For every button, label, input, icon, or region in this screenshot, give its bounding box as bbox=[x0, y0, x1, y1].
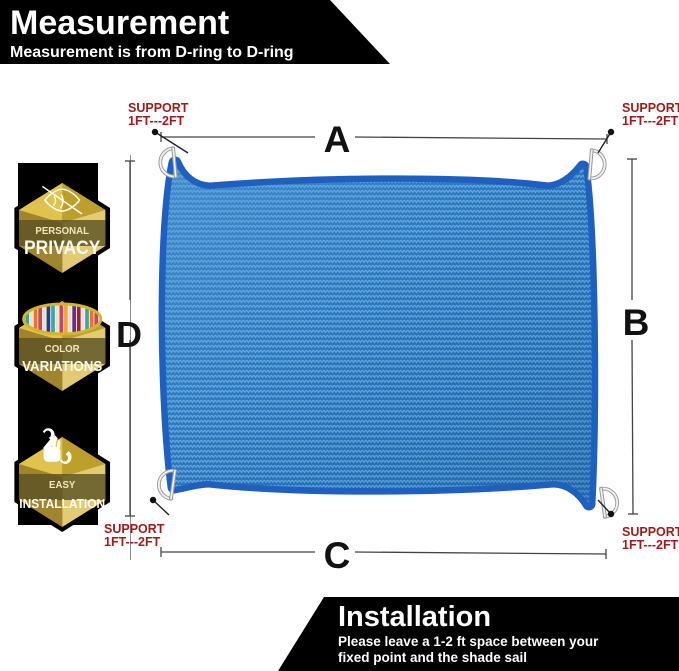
svg-text:1FT---2FT: 1FT---2FT bbox=[622, 538, 679, 552]
svg-text:SUPPORT: SUPPORT bbox=[622, 101, 679, 115]
svg-text:1FT---2FT: 1FT---2FT bbox=[622, 114, 679, 128]
svg-text:INSTALLATION: INSTALLATION bbox=[19, 497, 105, 512]
svg-text:SUPPORT: SUPPORT bbox=[128, 101, 189, 115]
svg-text:1FT---2FT: 1FT---2FT bbox=[128, 114, 185, 128]
svg-text:SUPPORT: SUPPORT bbox=[622, 525, 679, 539]
svg-text:EASY: EASY bbox=[49, 480, 76, 491]
svg-text:1FT---2FT: 1FT---2FT bbox=[104, 535, 161, 549]
